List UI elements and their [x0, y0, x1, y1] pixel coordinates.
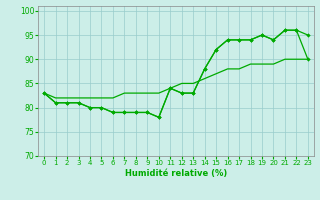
X-axis label: Humidité relative (%): Humidité relative (%) — [125, 169, 227, 178]
